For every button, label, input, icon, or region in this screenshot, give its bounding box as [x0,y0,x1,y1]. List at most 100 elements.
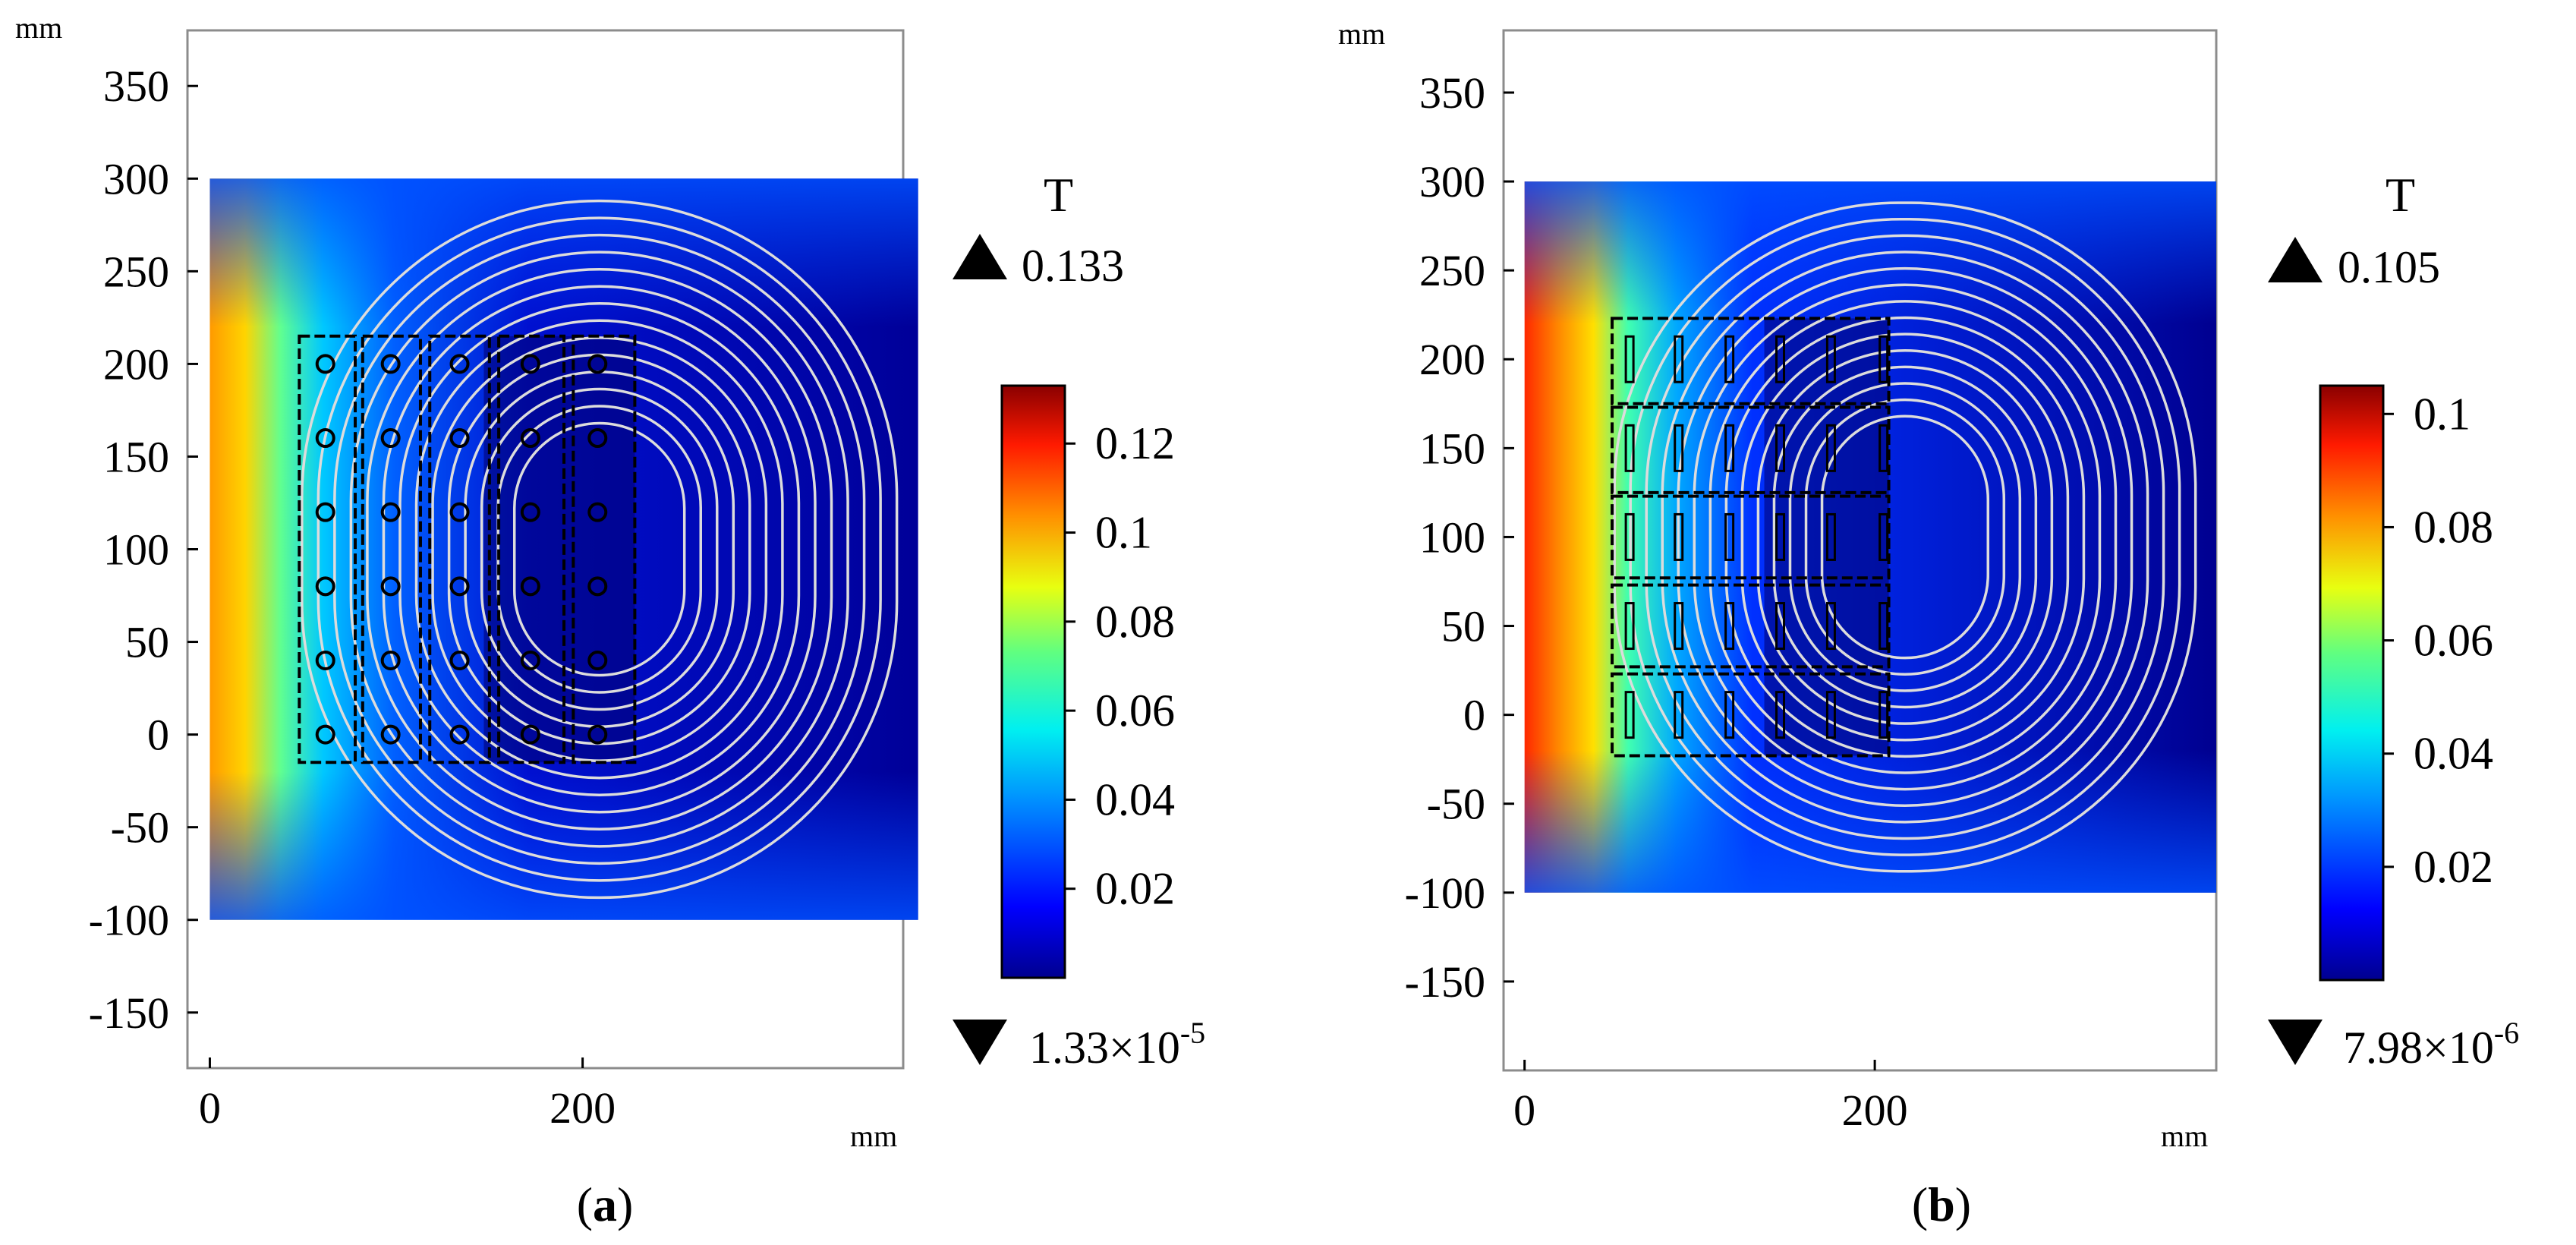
hole [315,354,335,374]
hole [315,724,335,745]
hole [449,650,470,670]
slot [1878,335,1889,383]
hole [380,428,401,449]
core-block [298,334,357,764]
panel-b: mm mm 350 300 250 200 150 100 50 0 -50 -100 -150 0… [1338,17,2519,1231]
y-tick-label: 0 [1463,691,1485,740]
y-tick-label: -100 [1405,868,1485,918]
hole [587,354,608,374]
caption-b: (b) [1912,1177,1971,1231]
slot [1825,602,1836,651]
x-tick-label: 0 [1513,1086,1535,1135]
colorbar-tick-label: 0.12 [1095,418,1175,468]
hole [587,650,608,670]
x-ticks-b: 0 200 [1513,1060,1908,1135]
contour-line [1820,414,1990,660]
contour-line [1756,348,2054,725]
contour-line [1740,333,2070,742]
core-block [1611,317,1891,405]
slot [1674,424,1684,472]
core-block [572,334,637,764]
slot [1674,602,1684,651]
slot [1624,691,1635,739]
max-triangle-icon-b [2268,237,2322,282]
contour-lines-b [1613,201,2197,873]
slot [1825,512,1836,561]
slot [1878,691,1889,739]
y-tick-label: -50 [1427,780,1485,829]
hole [449,354,470,374]
slot [1624,512,1635,561]
contour-line [1645,234,2165,840]
contour-line [414,319,784,780]
y-tick-label: 50 [1441,602,1485,651]
contour-line [1788,382,2022,692]
contour-line [316,216,882,882]
colorbar-ticks-b: 0.1 0.08 0.06 0.04 0.02 [2383,389,2493,892]
colorbar-b [2319,384,2385,982]
min-triangle-icon-a [953,1020,1007,1065]
core-block [1611,405,1891,494]
hole [380,502,401,522]
y-tick-label: -150 [1405,957,1485,1007]
hole [315,650,335,670]
hole [380,650,401,670]
colorbar-tick-label: 0.06 [1095,686,1175,736]
colorbar-max-a: 0.133 [1022,241,1124,291]
hole [315,502,335,522]
slot [1724,602,1735,651]
hole [380,724,401,745]
colorbar-tick-label: 0.02 [2414,842,2493,892]
slot [1775,602,1786,651]
colorbar-title-b: T [2385,168,2415,222]
contour-line [1677,266,2134,807]
y-tick-label: -100 [89,896,169,945]
contour-line [398,302,801,796]
y-tick-label: 200 [103,339,169,389]
core-block [1611,672,1891,758]
core-shading-a [483,336,635,763]
hole [449,428,470,449]
colorbar-tick-label: 0.06 [2414,616,2493,666]
slot [1825,691,1836,739]
x-unit-label-b: mm [2161,1119,2208,1153]
y-tick-label: 50 [125,618,169,667]
hole [380,354,401,374]
y-tick-label: -50 [111,803,169,853]
x-tick-label: 200 [550,1083,616,1133]
slot [1724,424,1735,472]
contour-line [431,336,768,762]
y-tick-label: 300 [103,154,169,203]
contour-line [349,251,849,848]
hole [587,502,608,522]
slot [1724,512,1735,561]
contour-line [1708,300,2102,774]
panel-a: mm mm 350 300 250 200 150 100 50 0 -50 -100 -150 0… [15,11,1205,1231]
contour-line [333,233,866,865]
hole [380,576,401,597]
contour-line [1613,201,2197,873]
slot [1775,512,1786,561]
contour-line [1804,398,2006,676]
slot [1825,424,1836,472]
core-block [1611,494,1891,580]
y-tick-label: 100 [103,525,169,575]
field-b [1524,181,2216,893]
core-block [497,334,566,764]
core-block [1611,583,1891,669]
hole [449,576,470,597]
slot [1624,335,1635,383]
colorbar-title-a: T [1044,168,1073,222]
hole [587,724,608,745]
y-tick-label: 250 [103,247,169,296]
slot [1878,512,1889,561]
contour-line [480,387,719,711]
y-tick-label: 250 [1419,246,1485,295]
x-unit-label-a: mm [850,1119,897,1153]
slot [1825,335,1836,383]
colorbar-tick-label: 0.08 [2414,502,2493,552]
colorbar-ticks-a: 0.12 0.1 0.08 0.06 0.04 0.02 [1065,418,1175,914]
hole [315,428,335,449]
min-triangle-icon-b [2268,1020,2322,1065]
